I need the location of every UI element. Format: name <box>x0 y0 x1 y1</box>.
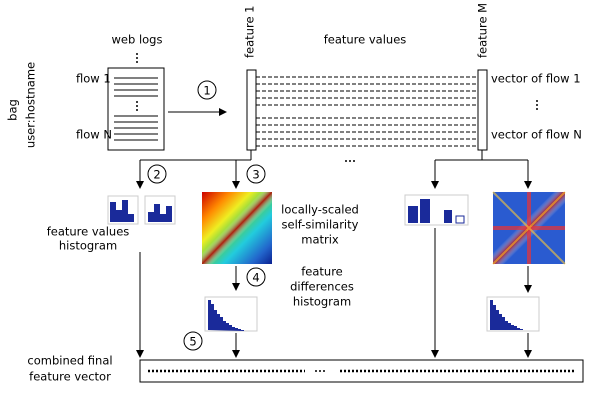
caption: locally-scaled <box>281 203 359 217</box>
step-circles <box>147 80 266 351</box>
caption: self-similarity <box>282 218 359 232</box>
step-number: 4 <box>252 271 259 285</box>
final-vector <box>139 359 584 383</box>
web-logs-box <box>107 53 165 151</box>
difference-histograms <box>204 296 540 332</box>
vector-flow-1-label: vector of flow 1 <box>491 72 581 86</box>
step-number: 5 <box>189 335 196 349</box>
bag-label: bag <box>6 99 20 121</box>
feature-1-label: feature 1 <box>243 6 257 59</box>
branch-arrows <box>136 150 532 358</box>
caption: differences <box>290 280 354 294</box>
vertical-dots <box>345 100 538 162</box>
caption: histogram <box>293 295 351 309</box>
feature-m-label: feature M <box>476 3 490 58</box>
caption: combined final <box>27 354 112 368</box>
step-number: 1 <box>203 84 210 98</box>
caption: histogram <box>59 239 117 253</box>
caption: matrix <box>301 233 339 247</box>
feature-matrix <box>246 69 488 151</box>
vector-flow-n-label: vector of flow N <box>491 128 582 142</box>
flow-n-label: flow N <box>76 128 112 142</box>
caption: feature <box>301 265 343 279</box>
user-hostname-label: user:hostname <box>24 62 38 148</box>
step-number: 2 <box>153 168 160 182</box>
caption: feature vector <box>29 370 111 384</box>
step-number: 3 <box>252 168 259 182</box>
similarity-matrices <box>202 191 566 265</box>
caption: feature values <box>47 225 130 239</box>
feature-values-label: feature values <box>324 33 407 47</box>
values-histograms <box>107 194 469 226</box>
flow-1-label: flow 1 <box>76 72 111 86</box>
web-logs-label: web logs <box>112 33 163 47</box>
